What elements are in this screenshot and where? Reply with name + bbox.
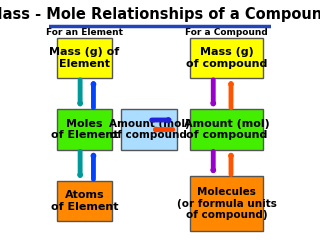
Text: Molecules
(or formula units
of compound): Molecules (or formula units of compound) [177, 187, 276, 220]
Text: Mass (g)
of compound: Mass (g) of compound [186, 47, 267, 69]
FancyBboxPatch shape [57, 181, 112, 222]
FancyBboxPatch shape [121, 109, 177, 150]
FancyBboxPatch shape [190, 109, 263, 150]
FancyBboxPatch shape [57, 109, 112, 150]
Text: For an Element: For an Element [46, 28, 123, 37]
Text: Moles
of Element: Moles of Element [51, 119, 118, 140]
FancyBboxPatch shape [57, 38, 112, 78]
FancyBboxPatch shape [190, 38, 263, 78]
FancyBboxPatch shape [190, 176, 263, 231]
Text: For a Compound: For a Compound [185, 28, 268, 37]
Text: Atoms
of Element: Atoms of Element [51, 190, 118, 212]
Text: Amount (mol)
of compound: Amount (mol) of compound [184, 119, 269, 140]
Text: Mass (g) of
Element: Mass (g) of Element [50, 47, 120, 69]
Text: Amount (mol)
of compound: Amount (mol) of compound [108, 119, 189, 140]
Text: Mass - Mole Relationships of a Compound: Mass - Mole Relationships of a Compound [0, 7, 320, 22]
